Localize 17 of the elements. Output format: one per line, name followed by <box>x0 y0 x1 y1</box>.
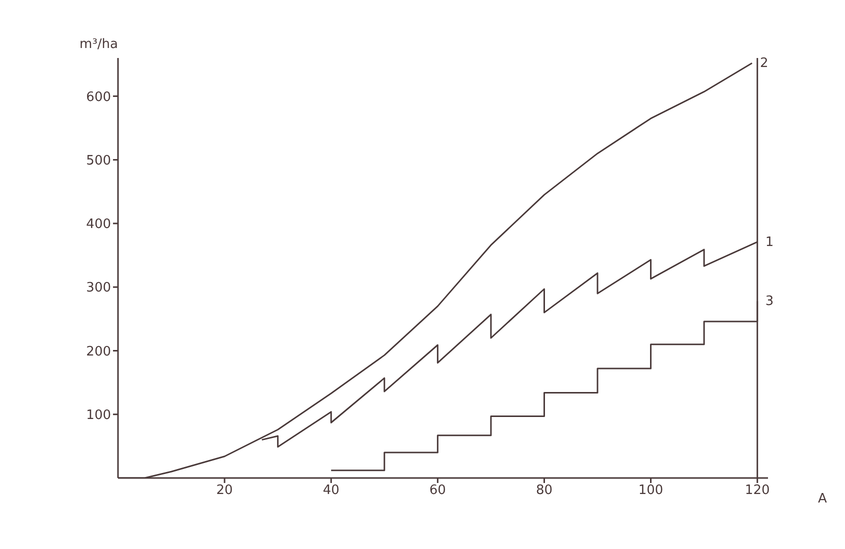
y-axis-title: m³/ha <box>80 37 118 52</box>
x-tick-label: 100 <box>638 483 664 498</box>
x-axis-title: A <box>818 492 827 507</box>
series-label: 1 <box>765 234 774 250</box>
series-label: 3 <box>765 294 774 310</box>
x-tick-label: 40 <box>322 483 340 498</box>
y-tick-label: 300 <box>86 280 111 296</box>
x-tick-label: 20 <box>216 483 233 498</box>
x-tick-label: 120 <box>744 483 770 498</box>
y-tick-label: 500 <box>86 153 111 168</box>
y-tick-label: 400 <box>86 217 111 232</box>
y-tick-label: 100 <box>86 408 111 423</box>
series-label: 2 <box>760 56 768 72</box>
y-tick-label: 600 <box>86 90 111 105</box>
x-tick-label: 60 <box>429 483 446 498</box>
y-tick-label: 200 <box>86 344 111 360</box>
x-tick-label: 80 <box>536 483 553 498</box>
